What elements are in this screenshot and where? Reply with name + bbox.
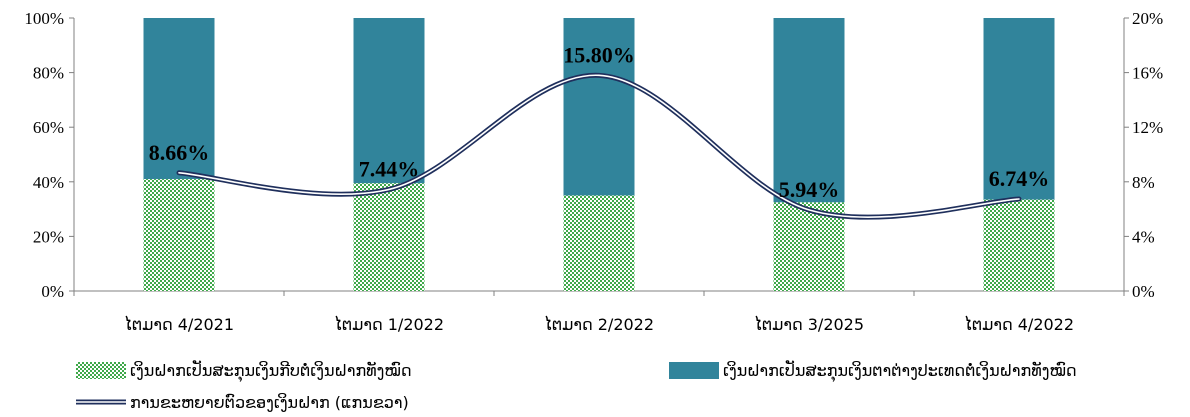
bar-kip-deposits bbox=[143, 179, 215, 291]
line-layer bbox=[176, 72, 1022, 220]
growth-data-label: 5.94% bbox=[779, 177, 840, 202]
x-tick-label: ໄຕມາດ 1/2022 bbox=[334, 315, 444, 334]
growth-line-inner bbox=[178, 74, 1020, 218]
left-tick-label: 20% bbox=[33, 227, 64, 246]
legend-label-foreign: ເງິນຝາກເປັນສະກຸນເງິນຕາຕ່າງປະເທດຕໍ່ເງິນຝາ… bbox=[723, 359, 1077, 382]
bars-layer bbox=[143, 18, 1055, 291]
bar-kip-deposits bbox=[563, 195, 635, 291]
bar-foreign-deposits bbox=[143, 18, 215, 180]
growth-data-label: 6.74% bbox=[989, 166, 1050, 191]
legend-swatch-foreign bbox=[669, 362, 719, 379]
x-tick-label: ໄຕມາດ 4/2021 bbox=[124, 315, 234, 334]
legend-label-kip: ເງິນຝາກເປັນສະກຸນເງິນກີບຕໍ່ເງິນຝາກທັງໝົດ bbox=[130, 359, 412, 382]
x-tick-label: ໄຕມາດ 2/2022 bbox=[544, 315, 654, 334]
bar-foreign-deposits bbox=[353, 18, 425, 184]
left-tick-label: 100% bbox=[24, 9, 64, 28]
left-tick-label: 40% bbox=[33, 173, 64, 192]
legend-label-growth: ການຂະຫຍາຍຕົວຂອງເງິນຝາກ (ແກນຂວາ) bbox=[130, 393, 409, 412]
data-labels-layer: 8.66% 7.44% 15.80% 5.94% 6.74% bbox=[149, 42, 1050, 202]
bar-foreign-deposits bbox=[773, 18, 845, 203]
left-tick-label: 0% bbox=[41, 282, 64, 301]
growth-data-label: 15.80% bbox=[563, 42, 635, 67]
right-tick-label: 8% bbox=[1132, 173, 1155, 192]
right-tick-label: 16% bbox=[1132, 64, 1163, 83]
right-tick-label: 20% bbox=[1132, 9, 1163, 28]
left-tick-label: 80% bbox=[33, 64, 64, 83]
bar-foreign-deposits bbox=[563, 18, 635, 196]
bar-foreign-deposits bbox=[983, 18, 1055, 200]
right-tick-label: 12% bbox=[1132, 118, 1163, 137]
legend: ເງິນຝາກເປັນສະກຸນເງິນກີບຕໍ່ເງິນຝາກທັງໝົດ ເ… bbox=[76, 359, 1077, 412]
legend-swatch-kip bbox=[76, 362, 126, 379]
x-tick-label: ໄຕມາດ 3/2025 bbox=[754, 315, 864, 334]
growth-data-label: 7.44% bbox=[359, 156, 420, 181]
x-tick-label: ໄຕມາດ 4/2022 bbox=[964, 315, 1074, 334]
axes-layer: 0% 20% 40% 60% 80% 100% 0% 4% 8% 12% 16% 20% ໄຕມາດ 4… bbox=[24, 9, 1163, 334]
right-tick-label: 4% bbox=[1132, 227, 1155, 246]
left-tick-label: 60% bbox=[33, 118, 64, 137]
bar-kip-deposits bbox=[353, 183, 425, 291]
growth-data-label: 8.66% bbox=[149, 140, 210, 165]
bar-kip-deposits bbox=[983, 199, 1055, 291]
right-tick-label: 0% bbox=[1132, 282, 1155, 301]
